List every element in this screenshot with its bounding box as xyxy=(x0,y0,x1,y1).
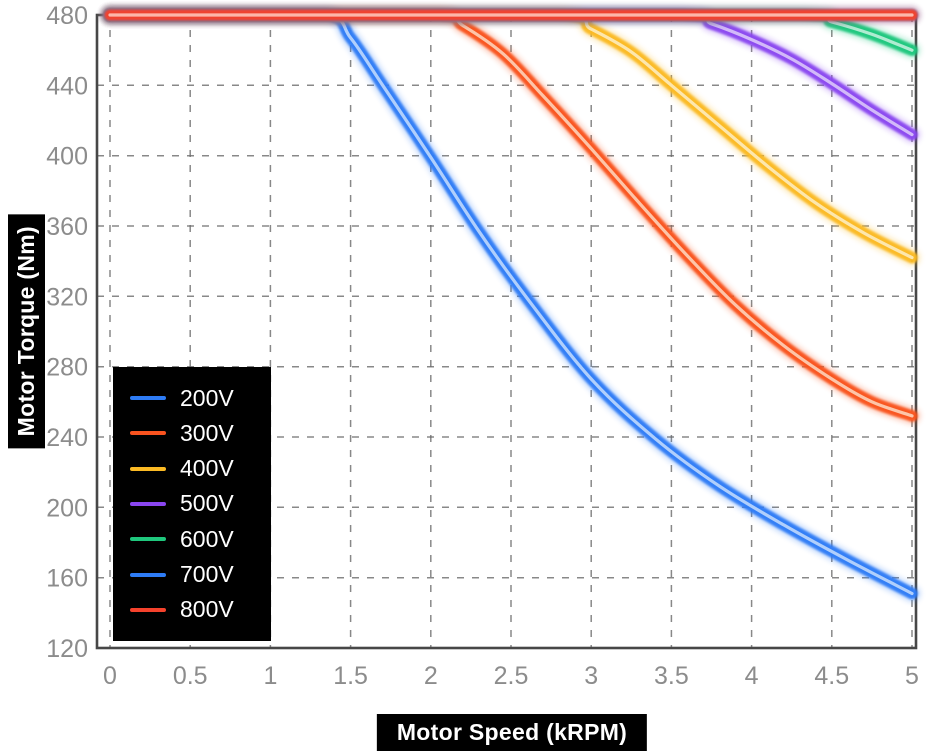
y-tick-label-280: 280 xyxy=(46,354,88,382)
x-tick-label-0: 0 xyxy=(103,662,117,690)
y-tick-label-160: 160 xyxy=(46,565,88,593)
legend-swatch-700v xyxy=(130,572,166,577)
y-axis-title: Motor Torque (Nm) xyxy=(8,214,45,449)
x-tick-label-0.5: 0.5 xyxy=(173,662,208,690)
legend-swatch-400v xyxy=(130,466,166,471)
y-tick-label-320: 320 xyxy=(46,283,88,311)
x-tick-label-4: 4 xyxy=(745,662,759,690)
y-tick-label-400: 400 xyxy=(46,143,88,171)
legend-label: 200V xyxy=(180,384,234,411)
legend-label: 300V xyxy=(180,419,234,446)
legend-item-300v[interactable]: 300V xyxy=(130,418,271,448)
legend-swatch-300v xyxy=(130,431,166,436)
x-tick-label-1.5: 1.5 xyxy=(333,662,368,690)
x-tick-label-3.5: 3.5 xyxy=(654,662,689,690)
legend-item-800v[interactable]: 800V xyxy=(130,595,271,625)
legend-item-400v[interactable]: 400V xyxy=(130,454,271,484)
legend-label: 500V xyxy=(180,490,234,517)
legend-label: 700V xyxy=(180,561,234,588)
x-tick-label-5: 5 xyxy=(905,662,919,690)
x-tick-label-3: 3 xyxy=(584,662,598,690)
y-tick-label-120: 120 xyxy=(46,635,88,663)
x-tick-label-1: 1 xyxy=(263,662,277,690)
legend-item-200v[interactable]: 200V xyxy=(130,383,271,413)
y-tick-label-200: 200 xyxy=(46,494,88,522)
legend-swatch-800v xyxy=(130,607,166,612)
legend-item-600v[interactable]: 600V xyxy=(130,524,271,554)
x-axis-title: Motor Speed (kRPM) xyxy=(376,714,648,751)
legend-label: 800V xyxy=(180,596,234,623)
legend-item-700v[interactable]: 700V xyxy=(130,560,271,590)
legend-swatch-500v xyxy=(130,501,166,506)
x-tick-label-4.5: 4.5 xyxy=(814,662,849,690)
legend-label: 400V xyxy=(180,455,234,482)
legend-label: 600V xyxy=(180,525,234,552)
y-tick-label-440: 440 xyxy=(46,72,88,100)
legend-item-500v[interactable]: 500V xyxy=(130,489,271,519)
y-tick-label-360: 360 xyxy=(46,213,88,241)
y-tick-label-240: 240 xyxy=(46,424,88,452)
x-tick-label-2: 2 xyxy=(424,662,438,690)
legend-swatch-200v xyxy=(130,396,166,400)
legend-swatch-600v xyxy=(130,537,166,542)
legend: 200V 300V 400V 500V 600V 700V 800V xyxy=(113,367,271,641)
x-tick-label-2.5: 2.5 xyxy=(494,662,529,690)
y-tick-label-480: 480 xyxy=(46,2,88,30)
